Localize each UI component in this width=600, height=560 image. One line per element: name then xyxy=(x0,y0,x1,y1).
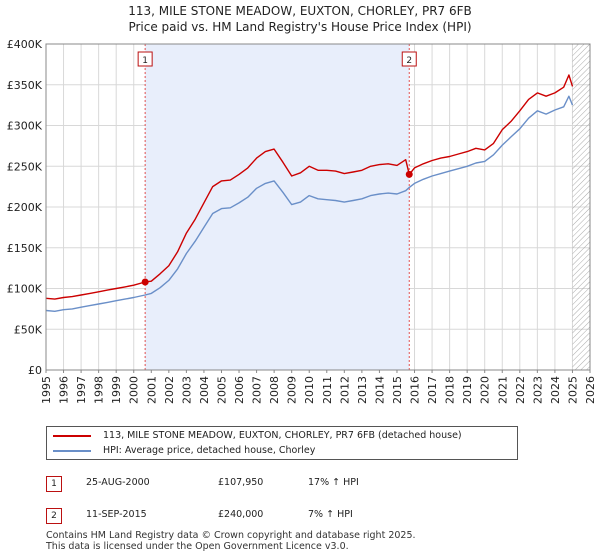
plot-frame xyxy=(45,43,591,371)
y-tick-label: £0 xyxy=(28,364,42,377)
shaded-ownership-band xyxy=(145,44,410,370)
legend-label-price: 113, MILE STONE MEADOW, EUXTON, CHORLEY,… xyxy=(103,430,462,441)
x-tick-label: 1997 xyxy=(75,376,88,404)
legend-swatch-price xyxy=(53,434,91,437)
axis-layer: 1 2 £0 £50K £100K £150K £200K £250K £300K £350K £4… xyxy=(7,38,597,404)
x-tick-label: 2007 xyxy=(251,376,264,404)
y-tick-label: £200K xyxy=(7,201,43,214)
price-paid-line xyxy=(45,74,574,300)
x-tick-label: 2004 xyxy=(198,376,211,404)
series-layer xyxy=(45,74,574,312)
y-tick-label: £300K xyxy=(7,120,43,133)
hpi-line xyxy=(45,95,574,312)
event-label-box: 2 xyxy=(401,51,417,67)
chart-title-line2: Price paid vs. HM Land Registry's House … xyxy=(128,20,472,34)
legend-item-price: 113, MILE STONE MEADOW, EUXTON, CHORLEY,… xyxy=(53,429,462,443)
chart-area: 1 2 £0 £50K £100K £150K £200K £250K £300K £350K £4… xyxy=(7,38,597,404)
x-tick-label: 2008 xyxy=(268,376,281,404)
transaction-hpi: 17% ↑ HPI xyxy=(308,477,359,488)
x-tick-label: 1998 xyxy=(93,376,106,404)
y-tick-label: £150K xyxy=(7,242,43,255)
y-tick-label: £250K xyxy=(7,160,43,173)
transaction-number: 1 xyxy=(46,476,62,492)
x-tick-label: 2015 xyxy=(391,376,404,404)
x-tick-label: 2021 xyxy=(496,376,509,404)
x-tick-label: 2014 xyxy=(373,376,386,404)
x-tick-label: 2001 xyxy=(145,376,158,404)
event-point xyxy=(141,278,149,286)
x-tick-label: 2017 xyxy=(426,376,439,404)
y-tick-label: £100K xyxy=(7,283,43,296)
x-tick-label: 2009 xyxy=(286,376,299,404)
shaded-band-layer xyxy=(144,44,590,370)
y-tick-label: £350K xyxy=(7,79,43,92)
transaction-row: 1 25-AUG-2000 £107,950 17% ↑ HPI xyxy=(46,476,546,492)
legend-swatch-hpi xyxy=(53,449,91,452)
x-tick-label: 2005 xyxy=(215,376,228,404)
x-tick-label: 2022 xyxy=(514,376,527,404)
event-label-text: 2 xyxy=(406,56,412,66)
x-tick-label: 2010 xyxy=(303,376,316,404)
x-tick-label: 2003 xyxy=(180,376,193,404)
transaction-number: 2 xyxy=(46,508,62,524)
footer-line1: Contains HM Land Registry data © Crown c… xyxy=(46,530,416,541)
x-tick-label: 1996 xyxy=(58,376,71,404)
future-hatch-region xyxy=(572,44,590,370)
transaction-hpi: 7% ↑ HPI xyxy=(308,509,353,520)
x-tick-label: 2013 xyxy=(356,376,369,404)
footer-attribution: Contains HM Land Registry data © Crown c… xyxy=(46,530,416,552)
event-label-text: 1 xyxy=(142,56,148,66)
x-tick-label: 2019 xyxy=(461,376,474,404)
transaction-price: £240,000 xyxy=(218,509,264,520)
x-tick-label: 1995 xyxy=(40,376,53,404)
chart-title-line1: 113, MILE STONE MEADOW, EUXTON, CHORLEY,… xyxy=(128,4,472,18)
x-tick-label: 2020 xyxy=(479,376,492,404)
x-tick-label: 2024 xyxy=(549,376,562,404)
transaction-price: £107,950 xyxy=(218,477,264,488)
transaction-row: 2 11-SEP-2015 £240,000 7% ↑ HPI xyxy=(46,508,546,524)
transaction-date: 25-AUG-2000 xyxy=(86,477,150,488)
footer-line2: This data is licensed under the Open Gov… xyxy=(46,541,349,552)
legend: 113, MILE STONE MEADOW, EUXTON, CHORLEY,… xyxy=(46,426,518,460)
x-tick-label: 1999 xyxy=(110,376,123,404)
event-label-frame xyxy=(137,51,153,67)
y-tick-label: £400K xyxy=(7,38,43,51)
x-tick-label: 2018 xyxy=(444,376,457,404)
x-tick-label: 2026 xyxy=(584,376,597,404)
legend-item-hpi: HPI: Average price, detached house, Chor… xyxy=(53,444,315,458)
y-tick-label: £50K xyxy=(14,323,43,336)
x-tick-label: 2011 xyxy=(321,376,334,404)
event-label-frame xyxy=(401,51,417,67)
x-tick-label: 2023 xyxy=(531,376,544,404)
x-tick-label: 2012 xyxy=(338,376,351,404)
x-tick-label: 2002 xyxy=(163,376,176,404)
x-tick-label: 2000 xyxy=(128,376,141,404)
x-tick-label: 2006 xyxy=(233,376,246,404)
x-tick-label: 2025 xyxy=(566,376,579,404)
event-label-box: 1 xyxy=(137,51,153,67)
event-point xyxy=(405,170,413,178)
transaction-date: 11-SEP-2015 xyxy=(86,509,147,520)
legend-label-hpi: HPI: Average price, detached house, Chor… xyxy=(103,445,316,456)
x-tick-label: 2016 xyxy=(409,376,422,404)
